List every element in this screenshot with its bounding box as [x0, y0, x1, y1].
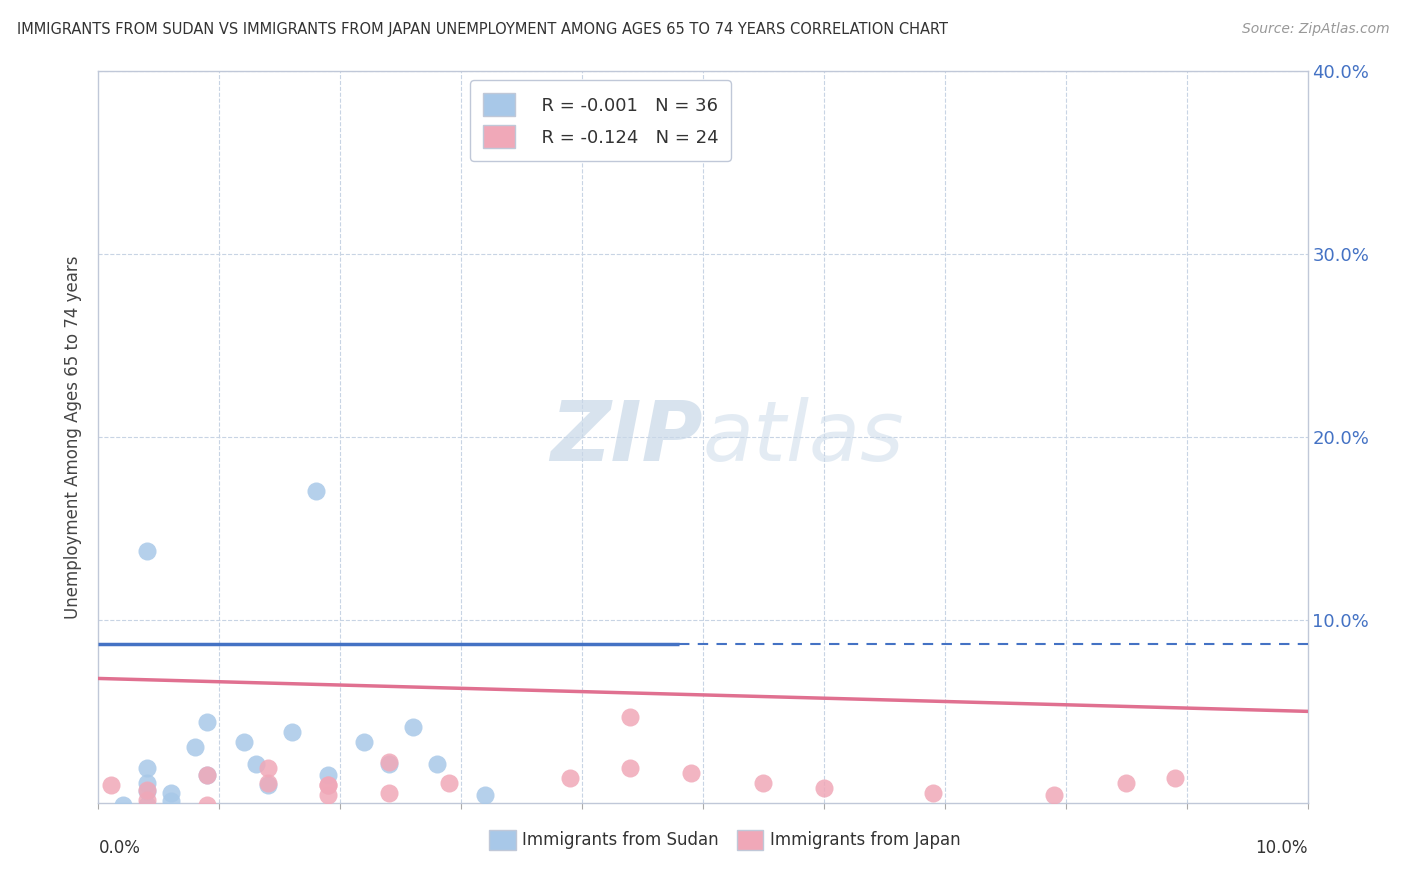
FancyBboxPatch shape — [737, 830, 763, 850]
Legend:   R = -0.001   N = 36,   R = -0.124   N = 24: R = -0.001 N = 36, R = -0.124 N = 24 — [470, 80, 731, 161]
Text: IMMIGRANTS FROM SUDAN VS IMMIGRANTS FROM JAPAN UNEMPLOYMENT AMONG AGES 65 TO 74 : IMMIGRANTS FROM SUDAN VS IMMIGRANTS FROM… — [17, 22, 948, 37]
Y-axis label: Unemployment Among Ages 65 to 74 years: Unemployment Among Ages 65 to 74 years — [65, 255, 83, 619]
Text: Immigrants from Japan: Immigrants from Japan — [769, 831, 960, 849]
FancyBboxPatch shape — [489, 830, 516, 850]
Text: atlas: atlas — [703, 397, 904, 477]
Text: 0.0%: 0.0% — [98, 839, 141, 857]
Text: Immigrants from Sudan: Immigrants from Sudan — [522, 831, 718, 849]
Text: 10.0%: 10.0% — [1256, 839, 1308, 857]
Text: Source: ZipAtlas.com: Source: ZipAtlas.com — [1241, 22, 1389, 37]
Text: ZIP: ZIP — [550, 397, 703, 477]
